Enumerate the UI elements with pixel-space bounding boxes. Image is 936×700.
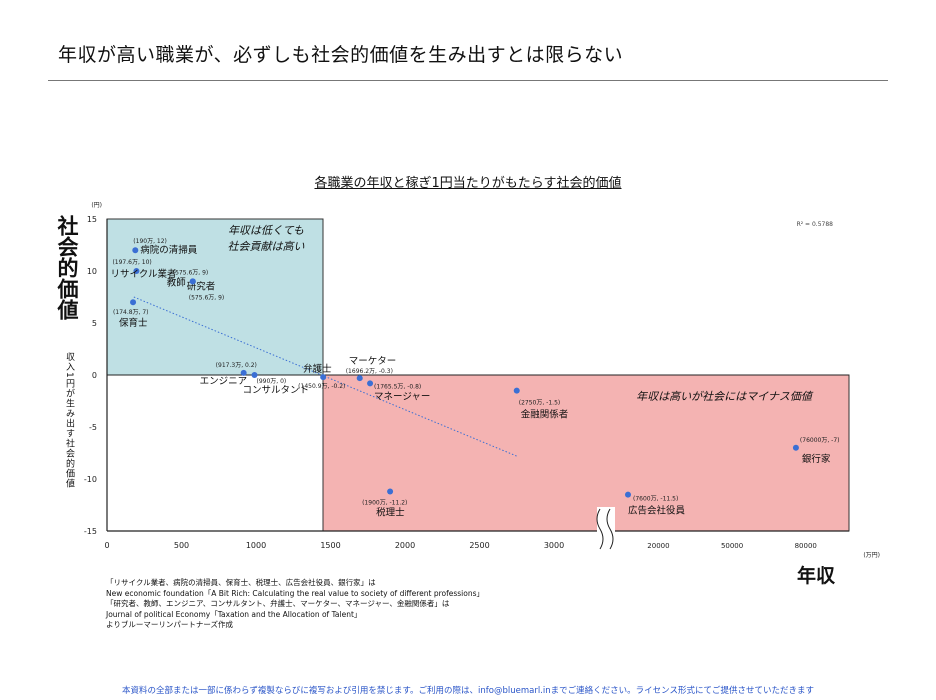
data-point — [132, 247, 139, 254]
point-name-label: 弁護士 — [303, 363, 332, 375]
y-tick-label: 5 — [92, 319, 97, 328]
point-coord-label: (917.3万, 0.2) — [216, 362, 257, 369]
point-name-label: 広告会社役員 — [628, 505, 686, 517]
data-point — [240, 369, 247, 376]
data-point — [320, 374, 327, 381]
point-coord-label: (190万, 12) — [133, 238, 167, 245]
x-axis-label: 年収 — [797, 565, 836, 587]
point-name-label: リサイクル業者 — [110, 268, 176, 280]
y-tick-label: 0 — [92, 371, 97, 380]
negative-region-label: 年収は高いが社会にはマイナス価値 — [636, 390, 814, 403]
point-coord-label: (1900万, -11.2) — [362, 499, 407, 506]
x-tick-label: 2000 — [395, 541, 415, 550]
x-tick-label: 1000 — [246, 541, 266, 550]
chart-title: 各職業の年収と稼ぎ1円当たりがもたらす社会的価値 — [314, 176, 622, 191]
y-tick-label: -15 — [84, 527, 97, 536]
x-tick-label: 20000 — [647, 542, 669, 550]
page-title: 年収が高い職業が、必ずしも社会的価値を生み出すとは限らない — [58, 44, 624, 66]
y-tick-label: -10 — [84, 475, 97, 484]
point-coord-label: (1450.9万, -0.2) — [298, 383, 345, 390]
y-axis-label: 社会的価値 — [55, 215, 79, 320]
x-unit-label: (万円) — [863, 552, 880, 559]
source-note-line: 「リサイクル業者、病院の清掃員、保育士、税理士、広告会社役員、銀行家」は — [106, 578, 376, 587]
x-tick-label: 50000 — [721, 542, 743, 550]
positive-region-label: 年収は低くても — [228, 224, 304, 237]
point-name-label: 病院の清掃員 — [140, 244, 198, 256]
data-point — [367, 380, 374, 387]
point-coord-label: (575.6万, 9) — [173, 269, 209, 276]
y-tick-label: -5 — [89, 423, 97, 432]
data-point — [251, 372, 258, 378]
point-name-label: 税理士 — [376, 506, 405, 518]
positive-region-label: 社会貢献は高い — [228, 240, 305, 253]
data-point — [133, 268, 140, 274]
axis-break-gap — [597, 507, 615, 547]
source-note-line: New economic foundation「A Bit Rich: Calc… — [106, 588, 484, 598]
footer-notice: 本資料の全部または一部に係わらず複製ならびに複写および引用を禁じます。ご利用の際… — [122, 686, 814, 696]
positive-region — [106, 218, 324, 376]
source-notes: 「リサイクル業者、病院の清掃員、保育士、税理士、広告会社役員、銀行家」は New… — [106, 578, 484, 631]
y-axis-sublabel: 収入1円が生み出す社会的価値 — [64, 352, 74, 489]
y-tick-label: 10 — [87, 267, 97, 276]
source-note-line: Journal of political Economy「Taxation an… — [106, 609, 362, 619]
x-tick-label: 500 — [174, 541, 189, 550]
point-coord-label: (174.8万, 7) — [113, 309, 149, 316]
axis-break-mark — [606, 508, 614, 550]
source-note-line: よりブルーマーリンパートナーズ作成 — [106, 620, 233, 629]
data-point — [513, 387, 520, 394]
data-point — [189, 278, 196, 285]
data-point — [356, 375, 363, 382]
point-name-label: マーケター — [349, 356, 397, 367]
x-tick-label: 2500 — [469, 541, 489, 550]
axis-break-mark — [596, 508, 604, 550]
y-unit-label: (円) — [91, 202, 102, 209]
data-point — [792, 444, 799, 451]
point-coord-label: (2750万, -1.5) — [519, 400, 560, 407]
data-point — [130, 299, 137, 306]
point-name-label: 教師 — [167, 276, 187, 288]
point-coord-label: (990万, 0) — [257, 378, 287, 385]
point-coord-label: (575.6万, 9) — [189, 294, 225, 301]
x-tick-label: 3000 — [544, 541, 564, 550]
title-divider — [48, 80, 888, 81]
negative-region — [322, 374, 850, 532]
r-squared-label: R² = 0.5788 — [797, 221, 834, 228]
point-coord-label: (197.6万, 10) — [112, 259, 151, 266]
point-name-label: コンサルタント — [243, 385, 310, 396]
point-name-label: エンジニア — [200, 376, 248, 387]
point-coord-label: (1765.5万, -0.8) — [374, 383, 421, 390]
point-coord-label: (7600万, -11.5) — [633, 496, 678, 503]
y-tick-label: 15 — [87, 215, 97, 224]
x-tick-label: 80000 — [795, 542, 817, 550]
point-name-label: マネージャー — [374, 391, 430, 402]
x-tick-label: 0 — [104, 541, 109, 550]
point-coord-label: (1696.2万, -0.3) — [346, 368, 393, 375]
data-point — [625, 491, 631, 498]
point-name-label: 保育士 — [119, 317, 148, 329]
source-note-line: 「研究者、教師、エンジニア、コンサルタント、弁護士、マーケター、マネージャー、金… — [106, 599, 450, 608]
x-tick-label: 1500 — [320, 541, 340, 550]
point-name-label: 金融関係者 — [521, 409, 569, 421]
data-point — [387, 488, 394, 495]
point-name-label: 銀行家 — [802, 453, 831, 465]
point-coord-label: (76000万, -7) — [800, 437, 840, 444]
